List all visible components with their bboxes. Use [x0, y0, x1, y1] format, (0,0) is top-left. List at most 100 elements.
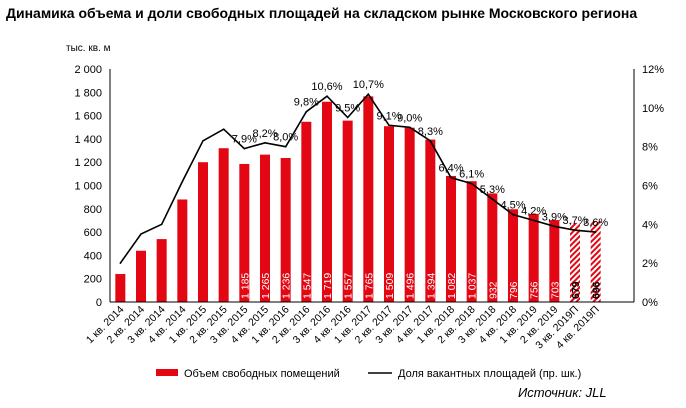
line-value-label: 6,4%	[438, 163, 463, 175]
y-tick-label: 1 000	[74, 181, 102, 193]
bar-value-label: 1 037	[467, 273, 479, 299]
y-tick-label: 2 000	[74, 64, 102, 76]
line-value-label: 9,8%	[294, 97, 319, 109]
bar	[218, 148, 229, 302]
bar-value-label: 932	[487, 281, 499, 299]
line-value-label: 3,6%	[583, 217, 608, 229]
bar	[363, 96, 374, 302]
line-point	[408, 126, 411, 129]
line-point	[367, 93, 370, 96]
vacancy-line	[119, 92, 596, 264]
bar	[301, 121, 312, 302]
bar	[446, 175, 456, 302]
bar-value-label: 1 719	[322, 273, 334, 299]
line-point	[284, 145, 287, 148]
bar	[466, 181, 477, 302]
bar	[156, 239, 167, 302]
bar	[528, 213, 539, 302]
line-point	[243, 147, 246, 150]
bar-value-label: 1 547	[301, 273, 313, 299]
y-axis-ticks: 0 200 400 600 800 1 000 1 200 1 400 1 600 1 800 2 …	[74, 64, 102, 309]
line-point	[181, 180, 184, 183]
chart-title: Динамика объема и доли свободных площаде…	[6, 5, 637, 21]
bar	[384, 126, 394, 302]
y-tick-label: 1 200	[74, 157, 102, 169]
bar	[260, 154, 270, 302]
bar-value-label: 696	[591, 281, 603, 299]
line-value-label: 8,3%	[418, 126, 443, 138]
bar-value-label: 1 394	[425, 273, 437, 299]
y-tick-label: 200	[84, 274, 102, 286]
bar-forecast	[590, 220, 601, 302]
y-tick-label: 600	[84, 227, 102, 239]
line-value-label: 4,5%	[500, 200, 525, 212]
bar	[322, 101, 332, 302]
axes	[109, 69, 635, 303]
line-point	[264, 141, 266, 144]
y-tick-label: 400	[84, 250, 102, 262]
line-value-label: 9,0%	[397, 112, 422, 124]
y-tick-label: 1 400	[74, 134, 102, 146]
line-value-label: 4,2%	[521, 205, 546, 217]
y-tick-label: 1 600	[74, 111, 102, 123]
line-point	[450, 176, 452, 179]
bar	[136, 250, 146, 302]
y2-tick-label: 2%	[642, 258, 658, 270]
bar-value-label: 1 265	[260, 273, 272, 299]
line-point	[429, 140, 432, 142]
line-point	[553, 225, 556, 228]
legend-swatch-bars	[156, 369, 178, 376]
bar	[280, 158, 291, 302]
line-point	[119, 262, 122, 264]
bar-value-label: 1 509	[384, 273, 396, 299]
y2-tick-label: 4%	[642, 219, 658, 231]
line-point	[470, 182, 473, 185]
bar-value-label: 1 236	[281, 273, 293, 299]
bar-value-label: 1 765	[363, 273, 375, 299]
bar-value-label: 1 557	[343, 273, 355, 299]
line-value-label: 5,3%	[480, 184, 505, 196]
line-point	[222, 128, 225, 130]
bar	[425, 139, 436, 302]
bar	[198, 162, 208, 302]
legend: Объем свободных помещений Доля вакантных…	[156, 368, 581, 380]
y2-tick-label: 12%	[642, 64, 664, 76]
line-value-label: 9,1%	[376, 110, 401, 122]
line-value-label: 8,2%	[252, 128, 277, 140]
line-point	[202, 140, 204, 142]
bar-value-label: 703	[549, 281, 561, 299]
bar	[342, 120, 353, 302]
line-point	[326, 95, 328, 97]
y2-tick-label: 10%	[642, 103, 664, 115]
y-axis-label: тыс. кв. м	[66, 43, 111, 54]
line-value-label: 10,6%	[311, 81, 342, 93]
line-point	[346, 116, 349, 119]
line-value-label: 7,9%	[232, 134, 257, 146]
bar	[115, 274, 126, 302]
bar	[508, 209, 518, 302]
line-point	[512, 213, 514, 216]
line-value-label: 6,1%	[459, 169, 484, 181]
line-point	[491, 198, 494, 200]
bar-value-label: 796	[508, 281, 520, 299]
bar	[177, 199, 188, 302]
y2-tick-label: 6%	[642, 181, 658, 193]
legend-label-bars: Объем свободных помещений	[184, 368, 340, 380]
bar	[404, 127, 415, 302]
y-tick-label: 0	[96, 297, 102, 309]
vacancy-line-group: 7,9%8,2%8,0% 9,8% 10,6% 9,5% 10,7% 9,1%9,0% 8,…	[119, 79, 608, 264]
y2-tick-label: 8%	[642, 142, 658, 154]
y-tick-label: 1 800	[74, 87, 102, 99]
bar	[239, 163, 250, 302]
line-point	[388, 124, 390, 127]
line-point	[532, 219, 535, 222]
y-tick-label: 800	[84, 204, 102, 216]
bar-value-label: 679	[570, 281, 582, 299]
line-point	[574, 229, 576, 231]
line-value-label: 8,0%	[273, 132, 298, 144]
line-value-label: 3,9%	[542, 211, 567, 223]
bar-value-label: 1 496	[405, 273, 417, 299]
line-point	[305, 110, 308, 113]
